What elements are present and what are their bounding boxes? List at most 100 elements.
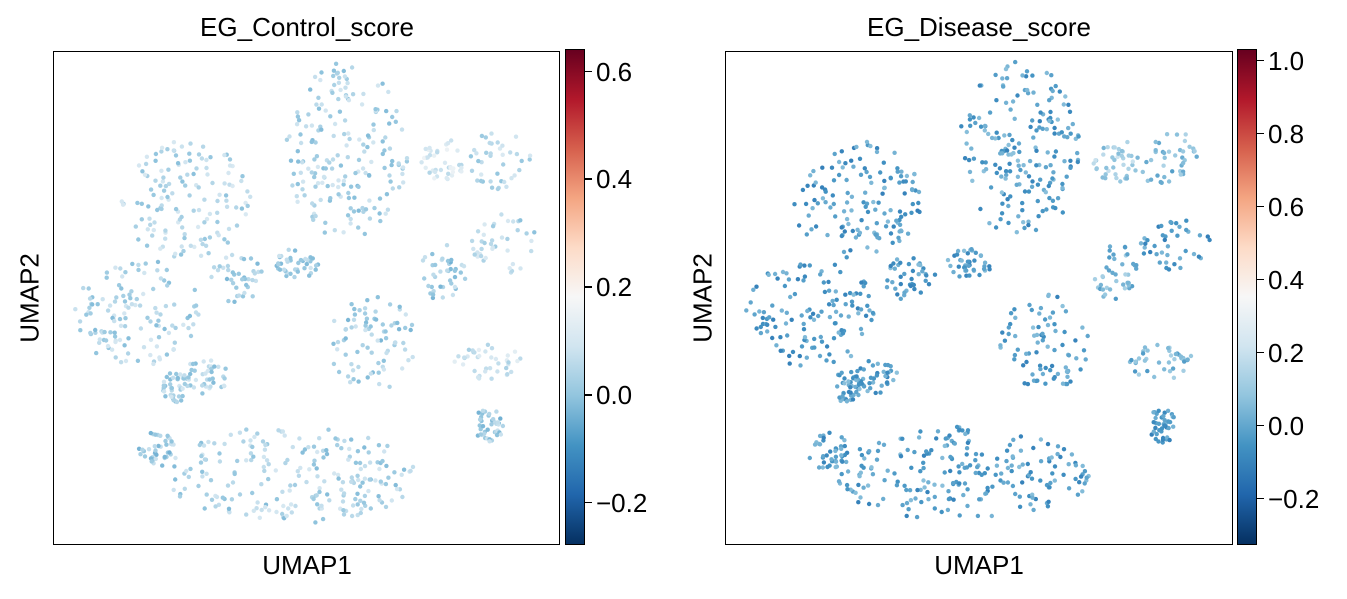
data-point: [183, 183, 188, 188]
data-point: [915, 208, 920, 213]
colorbar-tick-mark: [1257, 351, 1264, 354]
data-point: [153, 178, 158, 183]
data-point: [314, 102, 319, 107]
data-point: [178, 252, 184, 257]
data-point: [1013, 491, 1018, 497]
data-point: [1055, 196, 1061, 201]
y-axis-label: UMAP2: [687, 253, 718, 343]
data-point: [1207, 237, 1212, 243]
data-point: [341, 178, 347, 184]
scatter-plot-area[interactable]: [725, 51, 1233, 545]
data-point: [1020, 200, 1025, 206]
data-point: [1135, 155, 1140, 160]
data-point: [292, 482, 298, 488]
data-point: [1156, 421, 1162, 426]
colorbar-tick-label: 0.4: [1268, 264, 1305, 295]
data-point: [1025, 461, 1030, 467]
data-point: [445, 141, 451, 146]
data-point: [898, 274, 903, 279]
data-point: [1035, 182, 1041, 187]
data-point: [343, 85, 348, 90]
data-point: [1040, 331, 1045, 336]
data-point: [1151, 429, 1156, 434]
data-point: [969, 146, 974, 151]
data-point: [180, 393, 185, 399]
data-point: [1067, 109, 1073, 114]
data-point: [431, 153, 437, 158]
data-point: [833, 214, 838, 219]
data-point: [165, 433, 170, 438]
data-point: [204, 492, 209, 497]
data-point: [136, 446, 142, 451]
data-point: [1068, 158, 1073, 163]
data-point: [500, 423, 506, 429]
data-point: [330, 90, 335, 95]
data-point: [1021, 220, 1026, 225]
data-point: [977, 272, 982, 278]
colorbar-tick-mark: [585, 394, 592, 396]
data-point: [166, 181, 172, 187]
data-point: [237, 430, 243, 435]
data-point: [821, 435, 826, 440]
data-point: [139, 201, 144, 206]
data-point: [765, 329, 770, 334]
data-point: [990, 484, 995, 489]
data-point: [890, 280, 895, 285]
data-point: [78, 328, 83, 333]
data-point: [921, 465, 926, 471]
data-point: [866, 501, 872, 507]
data-point: [1022, 225, 1027, 231]
data-point: [489, 376, 494, 381]
data-point: [524, 231, 529, 236]
data-point: [869, 180, 874, 185]
data-point: [1178, 265, 1183, 271]
data-point: [173, 325, 178, 331]
data-point: [153, 432, 158, 437]
data-point: [167, 371, 173, 376]
scatter-plot-area[interactable]: [53, 51, 560, 545]
data-point: [1060, 181, 1065, 187]
data-point: [349, 65, 355, 70]
data-point: [288, 255, 293, 261]
data-point: [171, 487, 176, 493]
data-point: [904, 173, 910, 179]
data-point: [432, 169, 438, 175]
data-point: [365, 144, 370, 150]
cluster-c5: [945, 247, 992, 279]
cluster-c2: [119, 140, 253, 259]
data-point: [164, 352, 170, 357]
data-point: [846, 221, 851, 227]
data-point: [1167, 369, 1173, 374]
data-point: [292, 248, 298, 253]
data-point: [897, 222, 903, 227]
data-point: [1062, 329, 1067, 335]
data-point: [1018, 434, 1024, 439]
data-point: [924, 449, 929, 454]
data-point: [200, 391, 205, 396]
data-point: [226, 506, 232, 511]
data-point: [527, 157, 532, 162]
data-point: [406, 358, 411, 363]
data-point: [196, 185, 201, 190]
data-point: [343, 352, 348, 357]
data-point: [181, 376, 186, 381]
data-point: [226, 267, 231, 273]
data-point: [248, 194, 253, 199]
data-point: [765, 322, 770, 327]
data-point: [850, 228, 855, 234]
data-point: [311, 496, 316, 502]
data-point: [480, 424, 486, 429]
data-point: [158, 312, 163, 317]
data-point: [1134, 263, 1139, 268]
data-point: [255, 431, 260, 436]
data-point: [527, 153, 533, 158]
data-point: [482, 240, 487, 246]
data-point: [399, 127, 405, 132]
data-point: [1064, 369, 1070, 374]
data-point: [227, 157, 233, 162]
data-point: [1075, 159, 1080, 165]
data-point: [1078, 474, 1084, 479]
data-point: [355, 473, 360, 478]
data-point: [342, 438, 347, 444]
data-point: [314, 154, 320, 159]
